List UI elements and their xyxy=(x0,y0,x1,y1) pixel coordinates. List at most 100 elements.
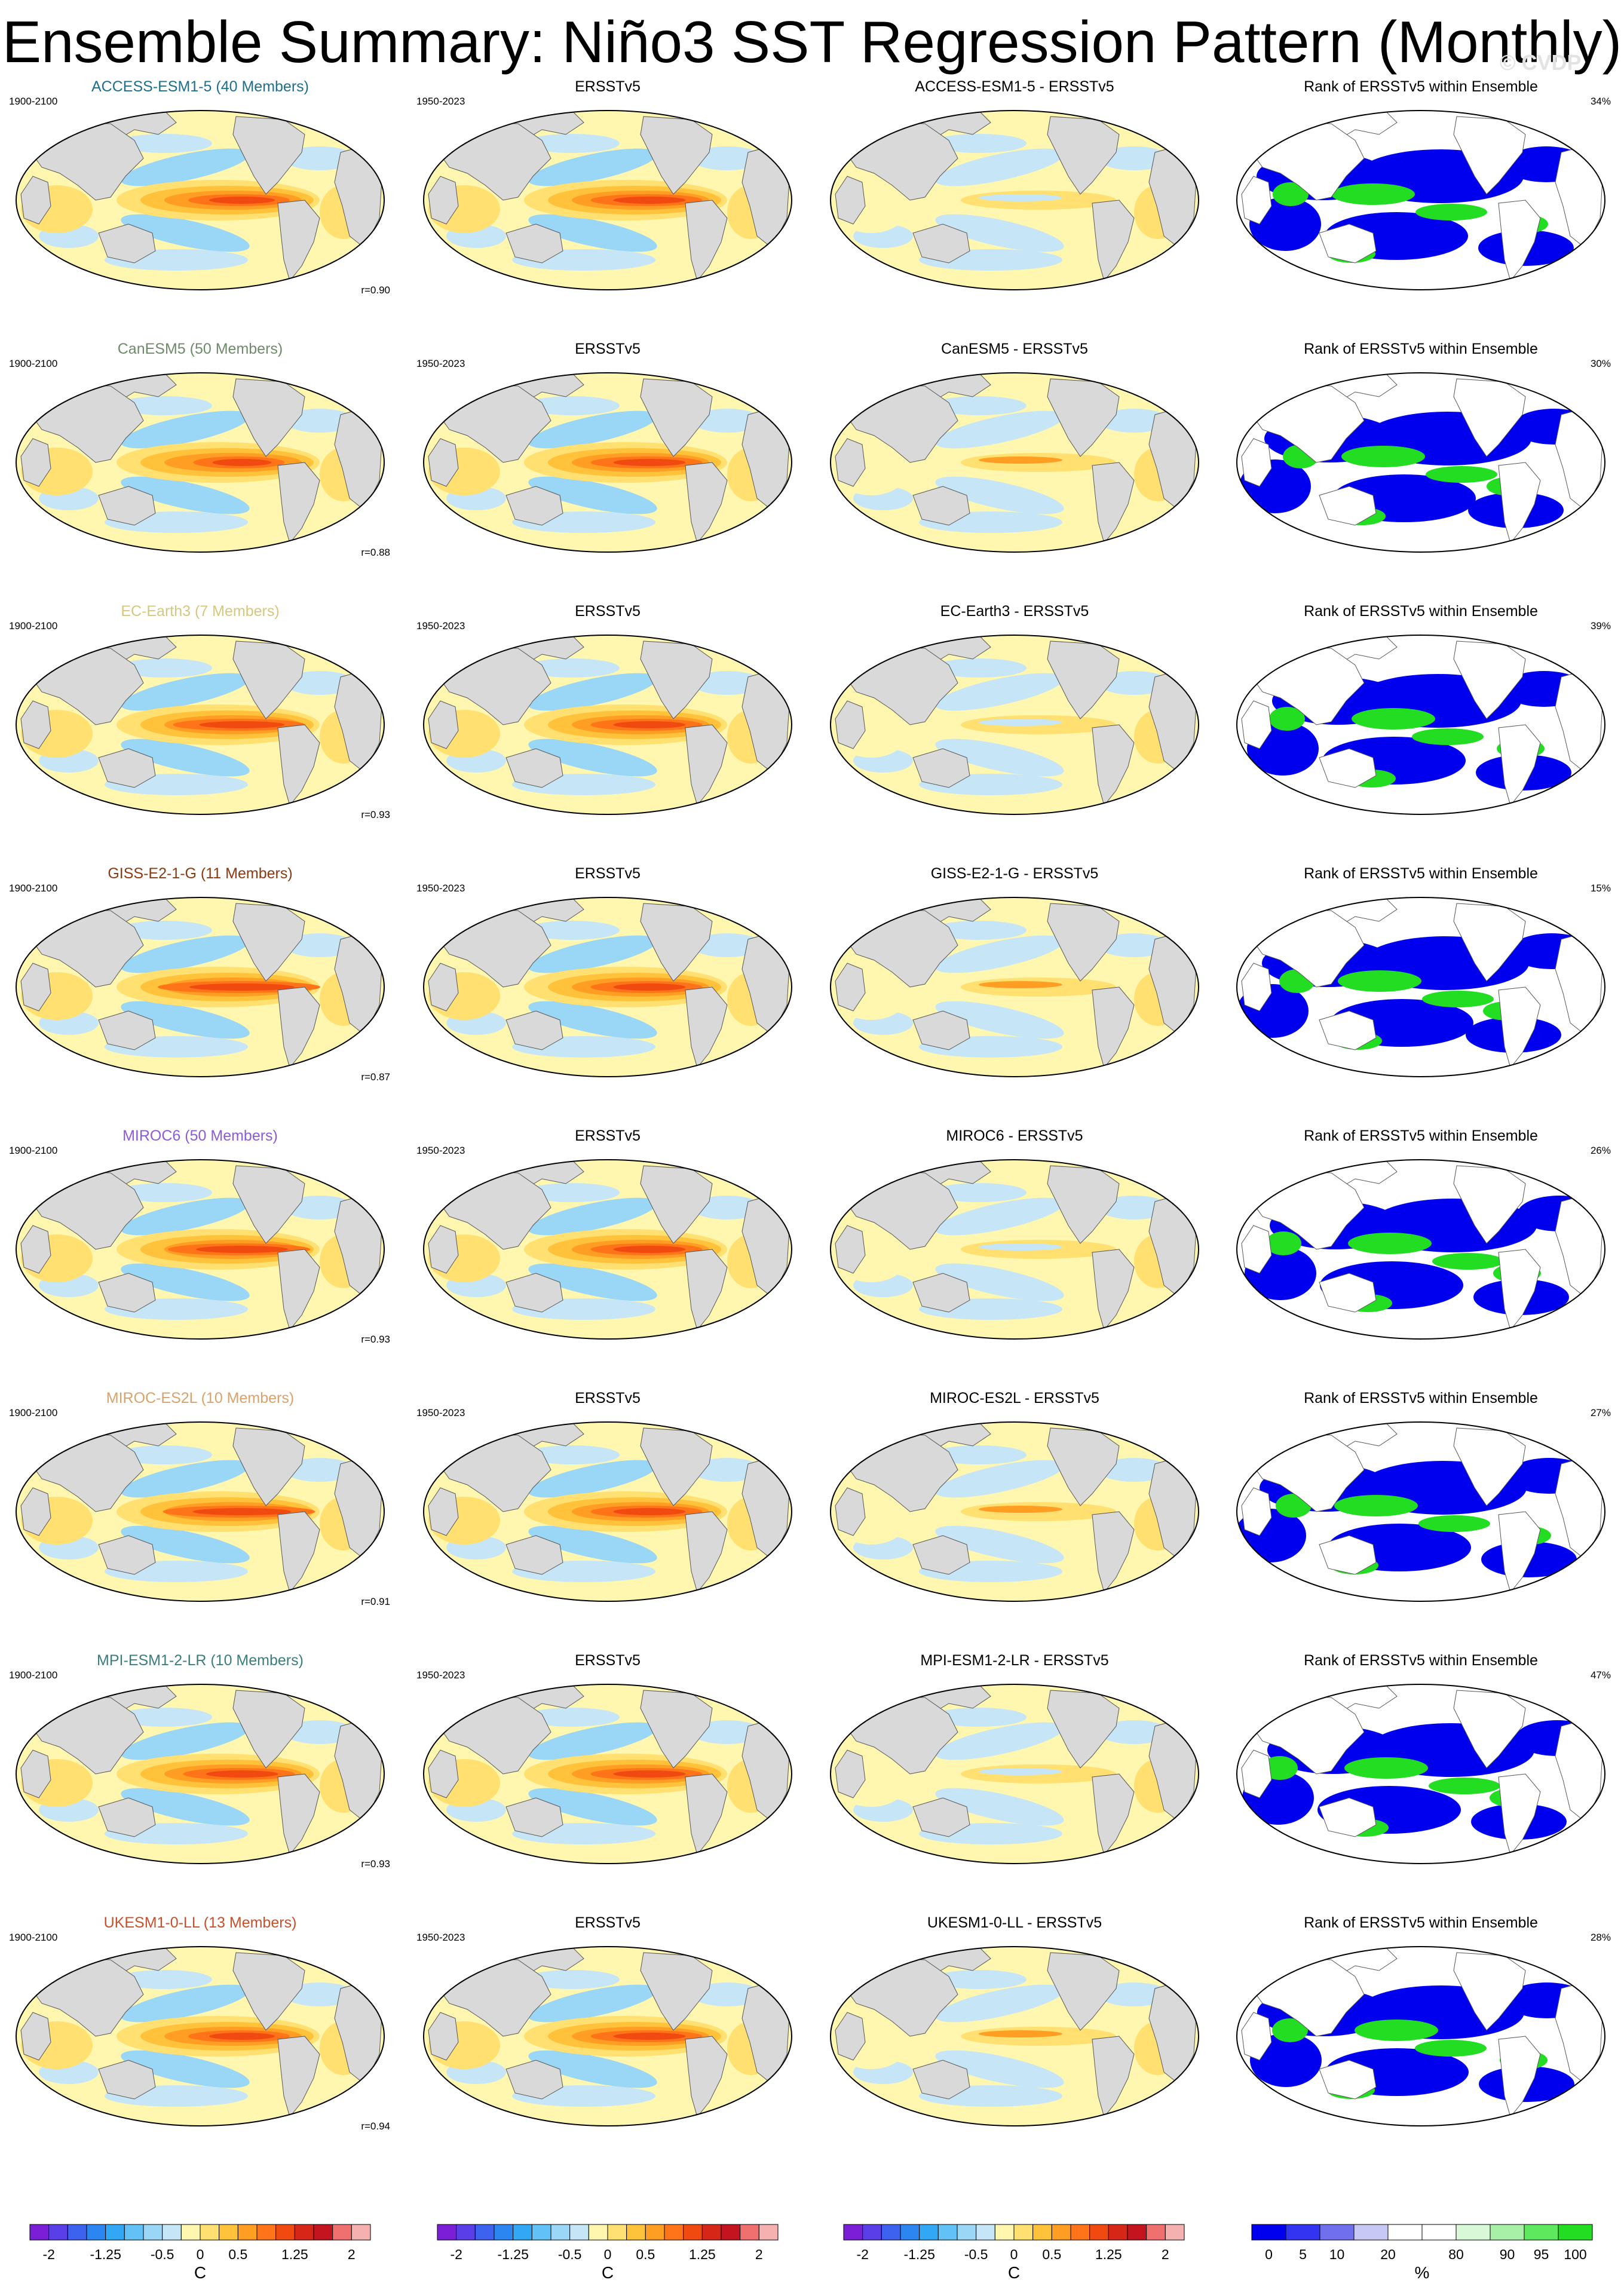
rank-map xyxy=(1236,1684,1605,1864)
colorbar-swatch xyxy=(48,2224,68,2241)
difference-map xyxy=(830,635,1199,815)
colorbar-swatch xyxy=(200,2224,220,2241)
colorbar-swatch xyxy=(1108,2224,1128,2241)
panel-title: Rank of ERSSTv5 within Ensemble xyxy=(1304,341,1538,357)
panel-title: UKESM1-0-LL (13 Members) xyxy=(104,1914,297,1931)
colorbar-swatch xyxy=(1319,2224,1355,2241)
panel-title: MIROC-ES2L - ERSSTv5 xyxy=(930,1390,1099,1407)
colorbar-swatch xyxy=(1353,2224,1389,2241)
model-map xyxy=(16,110,385,290)
colorbar-tick-label: 95 xyxy=(1534,2247,1549,2262)
rank-map xyxy=(1236,372,1605,553)
obs-period-label: 1950-2023 xyxy=(416,358,465,369)
colorbar-tick-label: 90 xyxy=(1500,2247,1515,2262)
sst-colorbar: -2 -1.25 -0.5 0 0.5 1.25 2 C xyxy=(843,2224,1185,2282)
sst-colorbar: -2 -1.25 -0.5 0 0.5 1.25 2 C xyxy=(29,2224,371,2282)
colorbar-tick-label: 0.5 xyxy=(228,2247,247,2262)
rank-percent-label: 28% xyxy=(1591,1932,1611,1943)
model-period-label: 1900-2100 xyxy=(9,1669,57,1681)
colorbar-swatch xyxy=(1127,2224,1147,2241)
rank-percent-label: 47% xyxy=(1591,1669,1611,1681)
colorbar-tick-label: 100 xyxy=(1564,2247,1586,2262)
colorbar-tick-label: 2 xyxy=(1162,2247,1169,2262)
panel-title: ERSSTv5 xyxy=(575,1127,641,1144)
panel-title: Rank of ERSSTv5 within Ensemble xyxy=(1304,603,1538,620)
colorbar-swatch xyxy=(1013,2224,1034,2241)
colorbar-swatch xyxy=(957,2224,977,2241)
colorbar-swatch xyxy=(645,2224,665,2241)
panel-title: Rank of ERSSTv5 within Ensemble xyxy=(1304,1914,1538,1931)
colorbar-tick-label: 2 xyxy=(755,2247,763,2262)
panel-title: ERSSTv5 xyxy=(575,1390,641,1407)
colorbar-swatch xyxy=(1251,2224,1286,2241)
obs-map xyxy=(423,635,792,815)
colorbar-tick-label: 0 xyxy=(197,2247,204,2262)
colorbar-swatch xyxy=(67,2224,87,2241)
panel-title: EC-Earth3 - ERSSTv5 xyxy=(940,603,1089,620)
colorbar-swatch xyxy=(143,2224,163,2241)
colorbar-swatch xyxy=(758,2224,779,2241)
panel-title: Rank of ERSSTv5 within Ensemble xyxy=(1304,1652,1538,1669)
model-period-label: 1900-2100 xyxy=(9,96,57,107)
pattern-correlation-label: r=0.87 xyxy=(361,1071,390,1083)
difference-map xyxy=(830,110,1199,290)
panel-title: MIROC6 - ERSSTv5 xyxy=(946,1127,1083,1144)
colorbar-swatch xyxy=(275,2224,295,2241)
colorbar-tick-label: -2 xyxy=(856,2247,868,2262)
panel-title: MPI-ESM1-2-LR - ERSSTv5 xyxy=(920,1652,1108,1669)
panel-title: ACCESS-ESM1-5 - ERSSTv5 xyxy=(915,78,1114,95)
colorbar-swatch xyxy=(180,2224,201,2241)
colorbar-tick-label: 10 xyxy=(1329,2247,1345,2262)
panel-title: ERSSTv5 xyxy=(575,78,641,95)
rank-percent-label: 15% xyxy=(1591,882,1611,894)
colorbar-tick-label: 5 xyxy=(1299,2247,1307,2262)
colorbar-swatch xyxy=(843,2224,863,2241)
colorbar-swatch xyxy=(1146,2224,1166,2241)
colorbar-swatch xyxy=(1558,2224,1593,2241)
colorbar-unit-label: C xyxy=(602,2263,614,2282)
colorbar-swatch xyxy=(937,2224,958,2241)
panel-title: ERSSTv5 xyxy=(575,865,641,882)
model-map xyxy=(16,1159,385,1340)
panel-title: ACCESS-ESM1-5 (40 Members) xyxy=(91,78,309,95)
colorbar-swatch xyxy=(86,2224,106,2241)
panel-title: Rank of ERSSTv5 within Ensemble xyxy=(1304,1390,1538,1407)
colorbar-swatch xyxy=(1524,2224,1559,2241)
colorbar-swatch xyxy=(1387,2224,1423,2241)
colorbar-swatch xyxy=(1285,2224,1320,2241)
obs-map xyxy=(423,1159,792,1340)
model-map xyxy=(16,635,385,815)
model-map xyxy=(16,1684,385,1864)
obs-period-label: 1950-2023 xyxy=(416,1407,465,1418)
difference-map xyxy=(830,1421,1199,1602)
pattern-correlation-label: r=0.93 xyxy=(361,1858,390,1870)
colorbar-swatch xyxy=(1032,2224,1052,2241)
rank-percent-label: 27% xyxy=(1591,1407,1611,1418)
colorbar-swatch xyxy=(1070,2224,1090,2241)
panel-title: GISS-E2-1-G (11 Members) xyxy=(108,865,292,882)
obs-map xyxy=(423,1946,792,2126)
model-period-label: 1900-2100 xyxy=(9,358,57,369)
difference-map xyxy=(830,897,1199,1077)
colorbar-unit-label: % xyxy=(1415,2263,1430,2282)
colorbar-swatch xyxy=(294,2224,314,2241)
colorbar-swatch xyxy=(994,2224,1015,2241)
colorbar-swatch xyxy=(1089,2224,1109,2241)
colorbar-swatch xyxy=(626,2224,646,2241)
rank-colorbar: 0 5 10 20 80 90 95 100% xyxy=(1251,2224,1593,2282)
model-period-label: 1900-2100 xyxy=(9,1145,57,1156)
obs-map xyxy=(423,372,792,553)
colorbar-swatch xyxy=(219,2224,238,2241)
colorbar-tick-label: -1.25 xyxy=(903,2247,934,2262)
obs-period-label: 1950-2023 xyxy=(416,1669,465,1681)
obs-period-label: 1950-2023 xyxy=(416,620,465,632)
colorbar-tick-label: -0.5 xyxy=(558,2247,582,2262)
colorbar-tick-label: 0 xyxy=(1010,2247,1018,2262)
obs-period-label: 1950-2023 xyxy=(416,1145,465,1156)
colorbar-swatch xyxy=(494,2224,514,2241)
panel-title: ERSSTv5 xyxy=(575,1914,641,1931)
panel-title: ERSSTv5 xyxy=(575,1652,641,1669)
colorbar-swatch xyxy=(881,2224,901,2241)
obs-map xyxy=(423,110,792,290)
rank-percent-label: 39% xyxy=(1591,620,1611,632)
